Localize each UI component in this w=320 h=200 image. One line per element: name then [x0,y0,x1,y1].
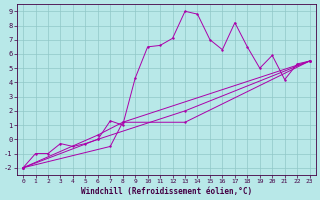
X-axis label: Windchill (Refroidissement éolien,°C): Windchill (Refroidissement éolien,°C) [81,187,252,196]
